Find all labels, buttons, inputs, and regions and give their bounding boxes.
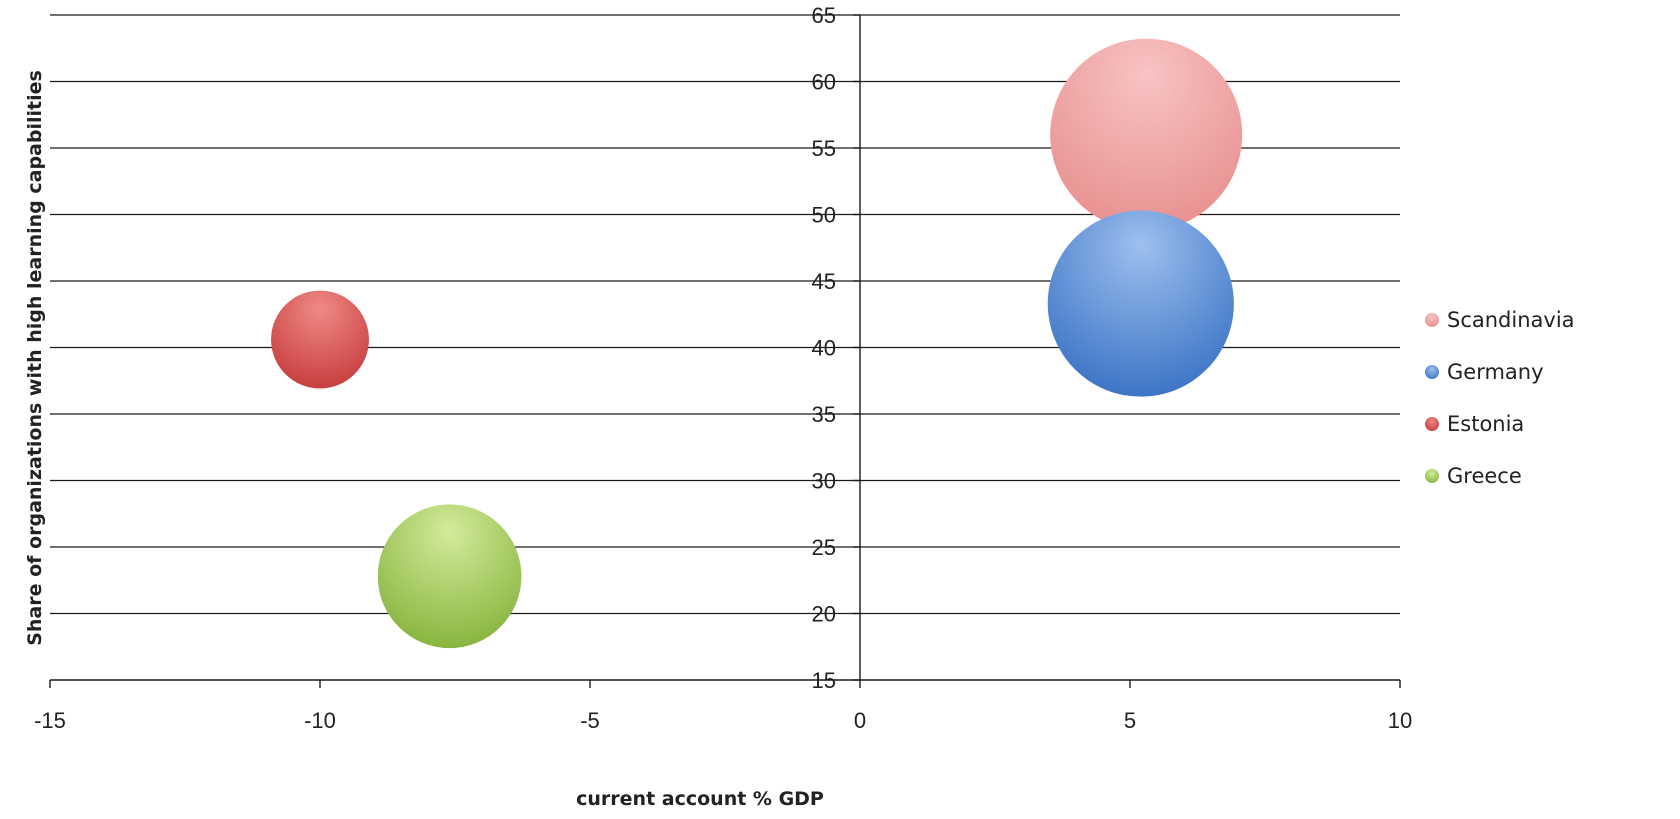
y-axis-title: Share of organizations with high learnin… (24, 70, 46, 646)
y-tick-label: 20 (812, 602, 836, 627)
x-tick-label: 0 (854, 708, 866, 733)
legend-marker-greece (1425, 469, 1439, 483)
legend-marker-germany (1425, 365, 1439, 379)
legend-label-estonia: Estonia (1447, 412, 1524, 436)
legend: Scandinavia Germany Estonia Greece (1425, 308, 1575, 488)
axes (49, 14, 1401, 688)
y-tick-label: 25 (812, 535, 836, 560)
y-tick-labels: 15 20 25 30 35 40 45 50 55 60 65 (812, 3, 836, 693)
y-tick-label: 50 (812, 203, 836, 228)
y-tick-label: 65 (812, 3, 836, 28)
bubble-greece (377, 504, 522, 649)
x-tick-label: -5 (580, 708, 600, 733)
y-tick-label: 40 (812, 336, 836, 361)
bubbles (271, 38, 1243, 649)
y-tick-label: 45 (812, 269, 836, 294)
bubble-germany (1047, 210, 1234, 397)
x-tick-label: -10 (304, 708, 336, 733)
legend-label-scandinavia: Scandinavia (1447, 308, 1575, 332)
legend-label-greece: Greece (1447, 464, 1522, 488)
legend-label-germany: Germany (1447, 360, 1544, 384)
x-tick-label: 10 (1388, 708, 1412, 733)
x-tick-label: 5 (1124, 708, 1136, 733)
y-tick-label: 35 (812, 402, 836, 427)
y-tick-label: 15 (812, 668, 836, 693)
legend-marker-estonia (1425, 417, 1439, 431)
x-tick-label: -15 (34, 708, 66, 733)
bubble-scandinavia (1050, 38, 1243, 231)
y-tick-label: 30 (812, 469, 836, 494)
bubble-estonia (271, 290, 369, 389)
gridlines (50, 14, 1400, 615)
y-tick-label: 60 (812, 70, 836, 95)
x-axis-title: current account % GDP (576, 788, 824, 810)
y-tick-label: 55 (812, 136, 836, 161)
x-tick-labels: -15 -10 -5 0 5 10 (34, 708, 1412, 733)
legend-marker-scandinavia (1425, 313, 1439, 327)
